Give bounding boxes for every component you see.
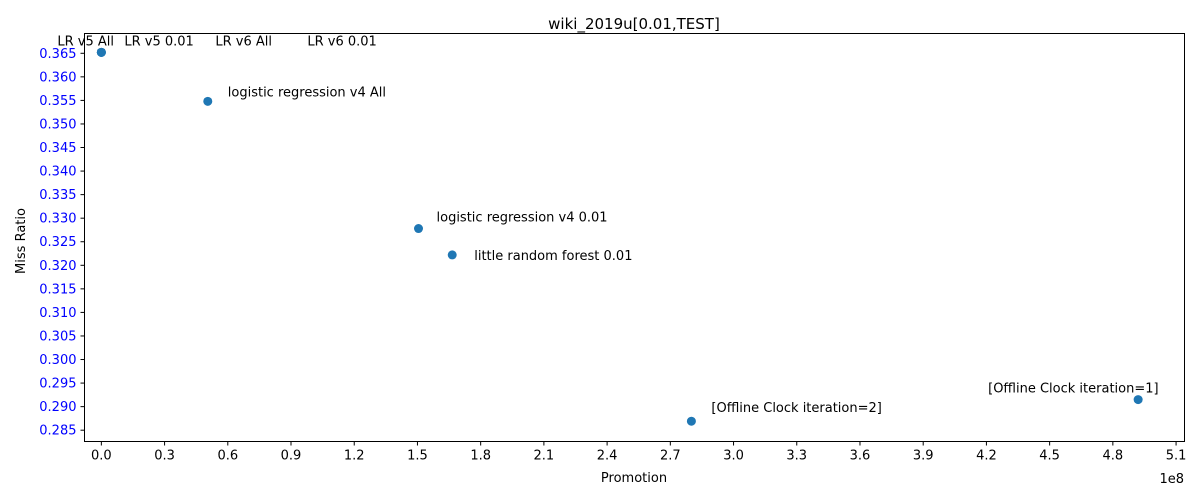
point-annotation: logistic regression v4 All (228, 85, 386, 100)
x-tick-label: 2.4 (597, 449, 618, 464)
y-axis-label: Miss Ratio (14, 208, 29, 274)
y-tick-label: 0.335 (39, 188, 76, 203)
x-axis-offset-label: 1e8 (1159, 472, 1184, 487)
point-annotation: [Offline Clock iteration=1] (988, 382, 1158, 397)
y-tick-label: 0.350 (39, 117, 76, 132)
data-point (686, 416, 696, 426)
x-tick-label: 0.0 (91, 449, 112, 464)
x-tick-label: 4.5 (1039, 449, 1060, 464)
point-annotations: LR v5 All LR v5 0.01 LR v6 All LR v6 0.01 lo… (57, 34, 1158, 416)
point-annotation: little random forest 0.01 (474, 249, 632, 264)
y-tick-label: 0.330 (39, 212, 76, 227)
y-tick-label: 0.340 (39, 165, 76, 180)
x-tick-label: 0.3 (154, 449, 175, 464)
x-tick-label: 2.1 (534, 449, 555, 464)
point-annotation: LR v5 0.01 (124, 34, 193, 49)
y-tick-label: 0.290 (39, 400, 76, 415)
x-tick-label: 3.6 (850, 449, 871, 464)
y-tick-label: 0.355 (39, 94, 76, 109)
y-tick-label: 0.285 (39, 424, 76, 439)
y-tick-label: 0.305 (39, 329, 76, 344)
data-point (1133, 395, 1143, 405)
y-tick-label: 0.360 (39, 70, 76, 85)
plot-area-frame (84, 33, 1185, 442)
x-axis-ticks: 0.0 0.3 0.6 0.9 1.2 1.5 1.8 2.1 2.4 2.7 3.0 3.3 3.6 3… (91, 441, 1187, 464)
point-annotation: LR v6 0.01 (307, 34, 376, 49)
x-tick-label: 0.6 (217, 449, 238, 464)
x-tick-label: 4.8 (1103, 449, 1124, 464)
y-tick-label: 0.320 (39, 259, 76, 274)
y-tick-label: 0.325 (39, 235, 76, 250)
data-point (447, 250, 457, 260)
x-tick-label: 3.9 (913, 449, 934, 464)
point-annotation: [Offline Clock iteration=2] (711, 401, 881, 416)
y-tick-label: 0.315 (39, 282, 76, 297)
x-tick-label: 2.7 (660, 449, 681, 464)
y-tick-label: 0.345 (39, 141, 76, 156)
data-point (414, 224, 424, 234)
y-tick-label: 0.295 (39, 377, 76, 392)
x-tick-label: 3.0 (723, 449, 744, 464)
point-annotation: logistic regression v4 0.01 (437, 211, 608, 226)
data-points (96, 47, 1143, 426)
point-annotation: LR v5 All (57, 34, 114, 49)
chart-title: wiki_2019u[0.01,TEST] (548, 15, 720, 34)
data-point (203, 96, 213, 106)
y-tick-label: 0.310 (39, 306, 76, 321)
x-tick-label: 5.1 (1166, 449, 1187, 464)
y-tick-label: 0.365 (39, 47, 76, 62)
x-tick-label: 0.9 (281, 449, 302, 464)
x-axis-label: Promotion (601, 471, 667, 486)
x-tick-label: 1.2 (344, 449, 365, 464)
x-tick-label: 3.3 (786, 449, 807, 464)
x-tick-label: 4.2 (976, 449, 997, 464)
y-axis-ticks: 0.285 0.290 0.295 0.300 0.305 0.310 0.315 0.320… (39, 47, 85, 439)
point-annotation: LR v6 All (215, 34, 272, 49)
x-tick-label: 1.5 (407, 449, 428, 464)
x-tick-label: 1.8 (470, 449, 491, 464)
data-point (96, 47, 106, 57)
y-tick-label: 0.300 (39, 353, 76, 368)
